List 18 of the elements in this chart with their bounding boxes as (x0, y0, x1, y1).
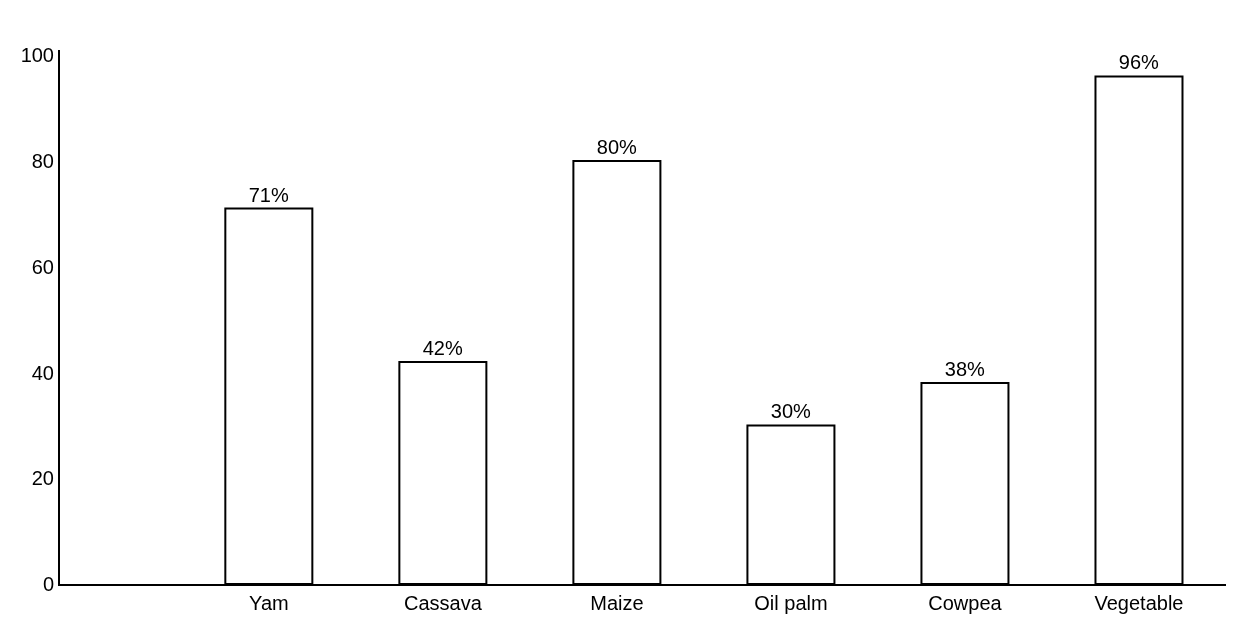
y-tick-label: 0 (42, 573, 54, 595)
data-label: 71% (248, 183, 289, 206)
y-tick-label: 80 (31, 150, 54, 173)
x-tick-label: Yam (249, 592, 289, 614)
x-tick-label: Cowpea (928, 592, 1003, 614)
data-label: 96% (1118, 51, 1160, 74)
data-label: 42% (422, 336, 463, 359)
x-tick-label: Maize (590, 592, 644, 614)
x-tick-label: Vegetable (1094, 592, 1184, 614)
y-tick-label: 40 (31, 361, 54, 384)
y-tick-label: 60 (31, 255, 54, 278)
data-label: 80% (596, 136, 638, 159)
data-label: 30% (770, 400, 812, 423)
y-tick-label: 100 (20, 44, 54, 67)
x-tick-label: Oil palm (754, 592, 828, 614)
x-tick-label: Cassava (403, 592, 483, 614)
data-label: 38% (944, 358, 986, 381)
y-tick-label: 20 (31, 467, 54, 490)
